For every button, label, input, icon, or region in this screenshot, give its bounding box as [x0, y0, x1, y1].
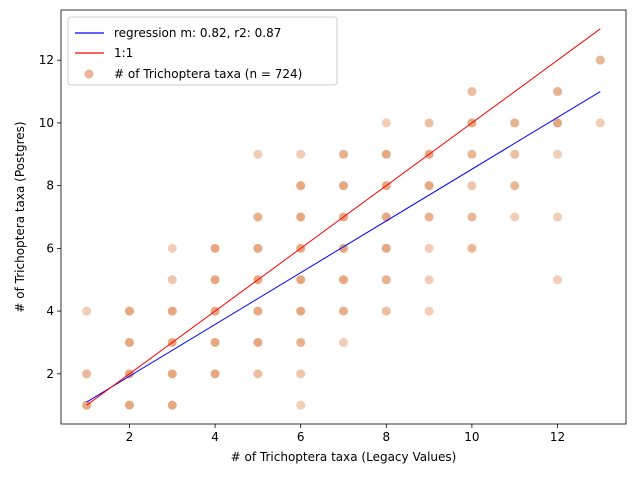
x-tick-label: 2 [126, 430, 134, 444]
y-tick-label: 4 [46, 304, 54, 318]
y-axis-label: # of Trichoptera taxa (Postgres) [13, 121, 27, 312]
scatter-point [253, 306, 263, 316]
scatter-point [381, 275, 391, 285]
scatter-point [167, 306, 177, 316]
scatter-point [339, 149, 348, 159]
scatter-point [510, 149, 520, 159]
scatter-point [296, 275, 306, 285]
scatter-point [553, 87, 563, 97]
scatter-point [82, 306, 92, 316]
regression-line [86, 91, 601, 403]
scatter-point [124, 337, 134, 347]
scatter-point [595, 118, 605, 128]
scatter-point [553, 212, 563, 222]
scatter-point [381, 118, 391, 128]
fit-lines [86, 28, 601, 406]
scatter-point [381, 212, 391, 222]
legend-label-points: # of Trichoptera taxa (n = 724) [114, 67, 302, 81]
legend: regression m: 0.82, r2: 0.87 1:1 # of Tr… [67, 16, 338, 86]
scatter-point [595, 55, 605, 65]
scatter-point [467, 87, 477, 97]
x-tick-label: 10 [464, 430, 479, 444]
x-axis-label: # of Trichoptera taxa (Legacy Values) [231, 450, 457, 464]
scatter-point [167, 275, 177, 285]
scatter-point [553, 149, 563, 159]
scatter-point [510, 212, 520, 222]
legend-box [67, 16, 338, 86]
identity-line [86, 28, 601, 406]
x-tick-label: 4 [211, 430, 219, 444]
scatter-point [296, 400, 306, 410]
x-axis-ticks: 2 4 6 8 10 12 [126, 424, 565, 444]
scatter-point [210, 243, 220, 253]
plot-frame [60, 9, 627, 425]
scatter-point [210, 369, 220, 379]
scatter-point [253, 369, 263, 379]
scatter-point [339, 306, 348, 316]
scatter-point [167, 243, 177, 253]
scatter-point [510, 118, 520, 128]
scatter-point [424, 181, 434, 191]
scatter-point [124, 400, 134, 410]
scatter-point [253, 212, 263, 222]
scatter-point [424, 118, 434, 128]
scatter-point [467, 181, 477, 191]
scatter-point [510, 181, 520, 191]
legend-label-regression: regression m: 0.82, r2: 0.87 [114, 26, 281, 40]
scatter-point [424, 243, 434, 253]
scatter-point [553, 118, 563, 128]
scatter-point [424, 275, 434, 285]
scatter-point [253, 337, 263, 347]
legend-label-identity: 1:1 [114, 46, 133, 60]
y-tick-label: 8 [46, 179, 54, 193]
x-tick-label: 12 [550, 430, 565, 444]
scatter-point [210, 337, 220, 347]
scatter-point [424, 212, 434, 222]
scatter-point [424, 306, 434, 316]
scatter-point [467, 243, 477, 253]
scatter-point [467, 149, 477, 159]
scatter-point [82, 369, 92, 379]
y-tick-label: 6 [46, 241, 54, 255]
scatter-point [381, 149, 391, 159]
scatter-point [253, 243, 263, 253]
x-tick-label: 8 [382, 430, 390, 444]
scatter-point [253, 149, 263, 159]
y-tick-label: 2 [46, 367, 54, 381]
scatter-point [467, 212, 477, 222]
y-tick-label: 12 [39, 53, 54, 67]
y-axis-ticks: 2 4 6 8 10 12 [39, 53, 61, 381]
scatter-point [296, 149, 306, 159]
scatter-point [339, 275, 348, 285]
scatter-point [296, 337, 306, 347]
y-tick-label: 10 [39, 116, 54, 130]
scatter-point [296, 212, 306, 222]
scatter-point [167, 369, 177, 379]
scatter-point [339, 243, 348, 253]
scatter-point [553, 275, 563, 285]
scatter-point [296, 306, 306, 316]
x-tick-label: 6 [297, 430, 305, 444]
scatter-point [124, 306, 134, 316]
scatter-point [381, 243, 391, 253]
scatter-point [339, 181, 348, 191]
scatter-point [339, 337, 348, 347]
scatter-point [296, 369, 306, 379]
scatter-point [296, 181, 306, 191]
scatter-point [210, 275, 220, 285]
scatter-point [167, 400, 177, 410]
scatter-point [381, 306, 391, 316]
legend-swatch-points [84, 69, 94, 79]
